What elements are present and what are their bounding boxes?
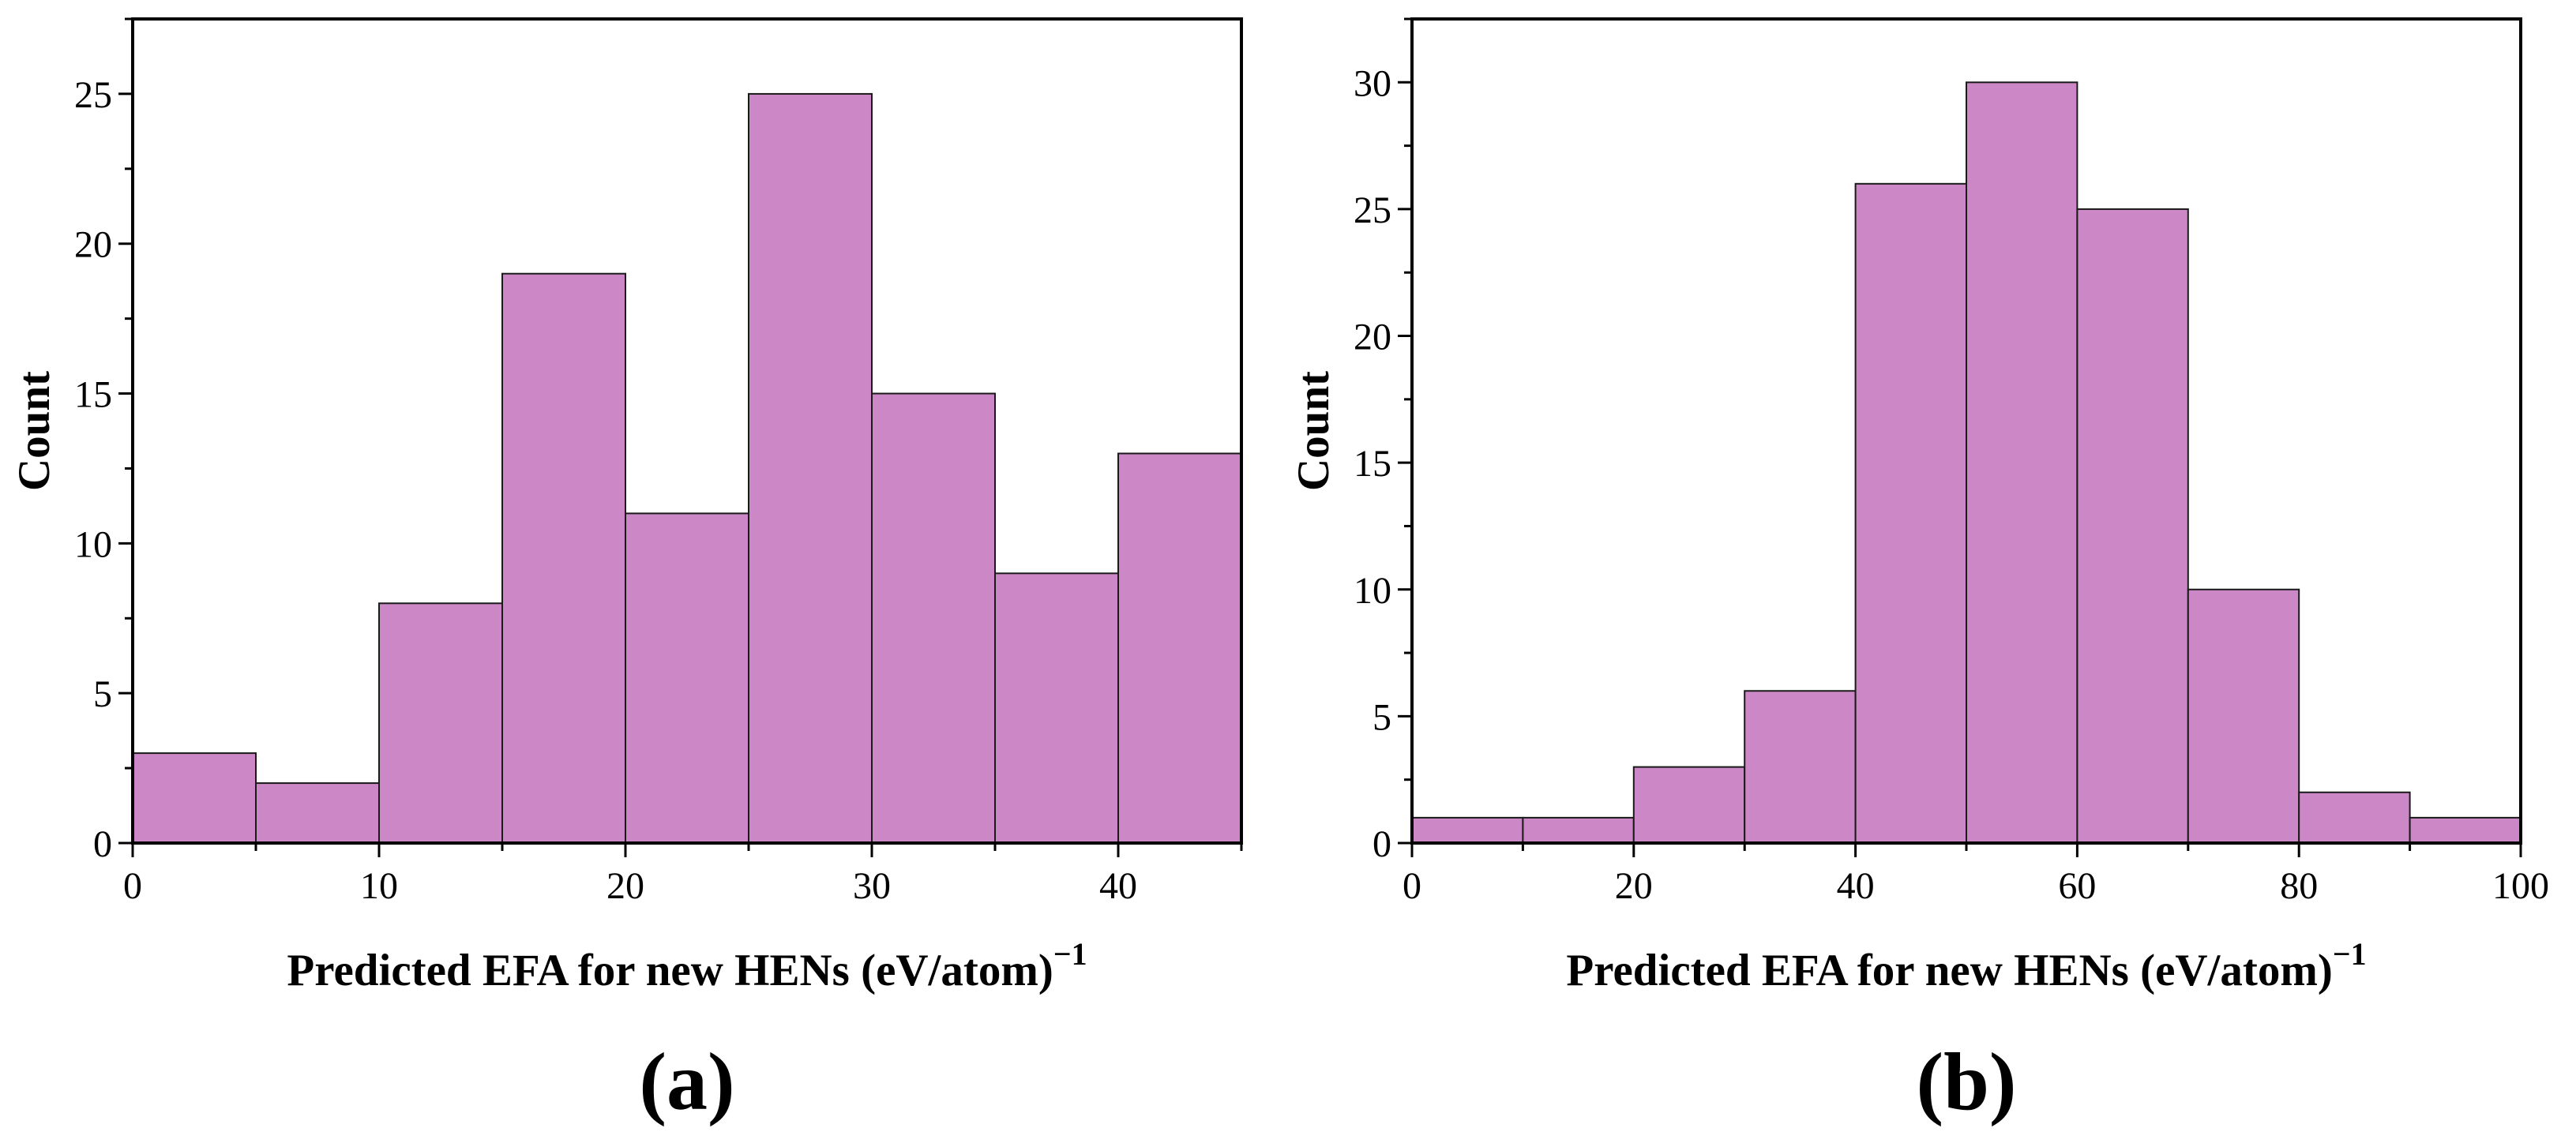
y-tick-label: 5: [93, 673, 112, 715]
histogram-bar: [1854, 182, 1967, 845]
x-tick-label: 30: [853, 865, 891, 907]
x-tick-label: 0: [1403, 865, 1421, 907]
x-axis-title-main: Predicted EFA for new HENs (eV/atom): [287, 946, 1053, 995]
x-axis-title-superscript: −1: [2333, 936, 2367, 972]
histogram-bar: [255, 782, 380, 845]
y-tick-label: 30: [1354, 62, 1391, 104]
x-axis-title-superscript: −1: [1053, 936, 1087, 972]
x-tick-label: 20: [606, 865, 644, 907]
y-tick-label: 10: [1354, 570, 1391, 612]
histogram-bar: [871, 392, 996, 844]
y-tick-label: 15: [1354, 443, 1391, 485]
histogram-bar: [1117, 452, 1242, 844]
histogram-bar: [2076, 208, 2189, 844]
y-tick-label: 5: [1372, 696, 1391, 738]
histogram-bar: [625, 512, 749, 845]
y-tick-label: 0: [1372, 823, 1391, 865]
histogram-bar: [1632, 766, 1746, 845]
y-tick-label: 15: [74, 374, 112, 416]
histogram-bar: [1744, 690, 1857, 844]
x-axis-title: Predicted EFA for new HENs (eV/atom)−1: [1566, 936, 2366, 995]
plot-frame: [131, 17, 1243, 845]
panel-label: (a): [639, 1036, 734, 1127]
x-tick-label: 60: [2058, 865, 2096, 907]
y-axis-title: Count: [1289, 371, 1339, 491]
histogram-bar: [1966, 81, 2078, 845]
x-tick-label: 0: [123, 865, 142, 907]
x-axis-title-main: Predicted EFA for new HENs (eV/atom): [1566, 946, 2332, 995]
y-tick-label: 0: [93, 823, 112, 865]
bars-group-b: [1411, 81, 2522, 845]
histogram-bar: [994, 572, 1119, 844]
histogram-a-svg: 0 10 20 30 40 0 5 10 15 20 25 Count Predicted EFA fo…: [9, 17, 1243, 1127]
histogram-bar: [1522, 816, 1635, 845]
histogram-panel-b: 0 20 40 60 80 100 0 5 10 15 20 25 30 Count Predicted E…: [1279, 0, 2576, 1143]
x-tick-label: 40: [1837, 865, 1875, 907]
y-tick-label: 20: [74, 224, 112, 266]
y-tick-label: 25: [1354, 189, 1391, 231]
y-tick-label: 25: [74, 74, 112, 116]
x-tick-label: 80: [2280, 865, 2318, 907]
histogram-bar: [501, 272, 626, 844]
histogram-bar: [378, 602, 503, 844]
histogram-bar: [2298, 791, 2411, 844]
y-tick-label: 10: [74, 523, 112, 565]
histogram-bar: [1411, 816, 1524, 845]
x-tick-label: 10: [360, 865, 398, 907]
histogram-bar: [2409, 816, 2522, 845]
panel-label: (b): [1916, 1036, 2016, 1127]
x-tick-label: 100: [2492, 865, 2549, 907]
x-axis-title: Predicted EFA for new HENs (eV/atom)−1: [287, 936, 1087, 995]
x-tick-label: 20: [1615, 865, 1653, 907]
histogram-b-svg: 0 20 40 60 80 100 0 5 10 15 20 25 30 Count Predicted E…: [1289, 17, 2549, 1127]
y-tick-label: 20: [1354, 317, 1391, 358]
y-axis-title: Count: [9, 371, 59, 491]
histogram-bar: [132, 752, 257, 844]
histogram-bar: [748, 92, 873, 844]
histogram-bar: [2187, 588, 2300, 844]
x-tick-label: 40: [1099, 865, 1137, 907]
bars-group-a: [132, 92, 1242, 845]
histogram-panel-a: 0 10 20 30 40 0 5 10 15 20 25 Count Predicted EFA fo…: [0, 0, 1279, 1143]
